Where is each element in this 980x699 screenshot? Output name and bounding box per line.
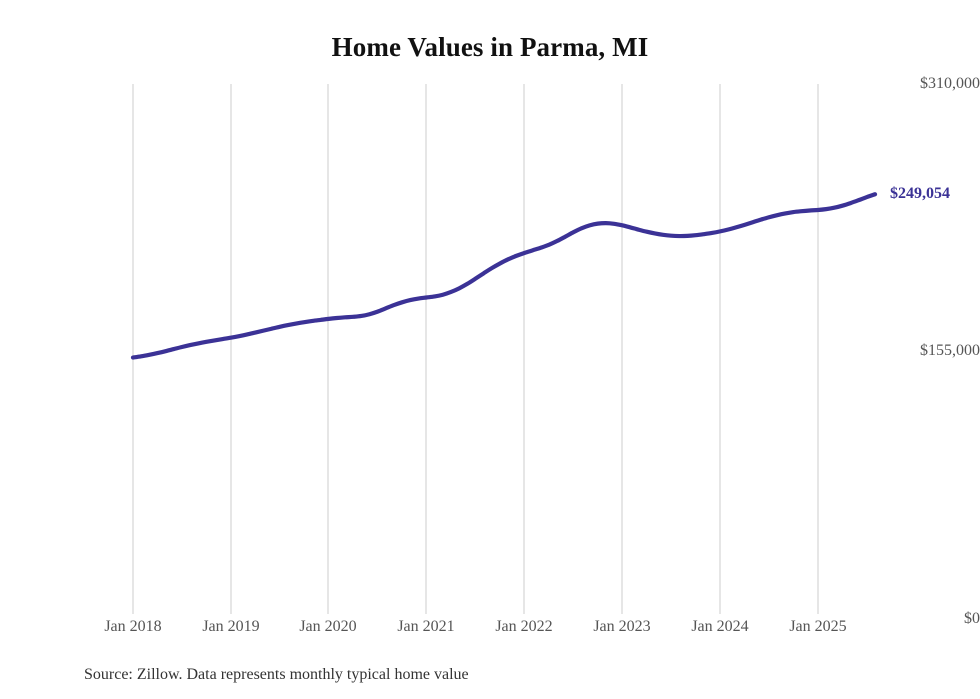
gridlines-group [132,84,819,614]
x-axis-tick-4: Jan 2022 [495,618,553,635]
chart-title: Home Values in Parma, MI [331,32,649,62]
x-axis-tick-7: Jan 2025 [789,618,847,635]
y-axis-tick-0: $310,000 [920,75,980,92]
series-end-value-label: $249,054 [890,185,951,203]
x-axis-tick-0: Jan 2018 [104,618,162,635]
y-axis-tick-1: $155,000 [920,342,980,359]
x-axis-tick-1: Jan 2019 [202,618,260,635]
source-note: Source: Zillow. Data represents monthly … [84,666,469,683]
series-group [130,192,878,360]
x-axis-tick-2: Jan 2020 [299,618,357,635]
y-axis-tick-2: $0 [964,610,980,627]
line-series-typical-home-value [130,192,878,360]
x-axis-tick-3: Jan 2021 [397,618,455,635]
x-axis-tick-6: Jan 2024 [691,618,749,635]
x-axis-tick-5: Jan 2023 [593,618,651,635]
